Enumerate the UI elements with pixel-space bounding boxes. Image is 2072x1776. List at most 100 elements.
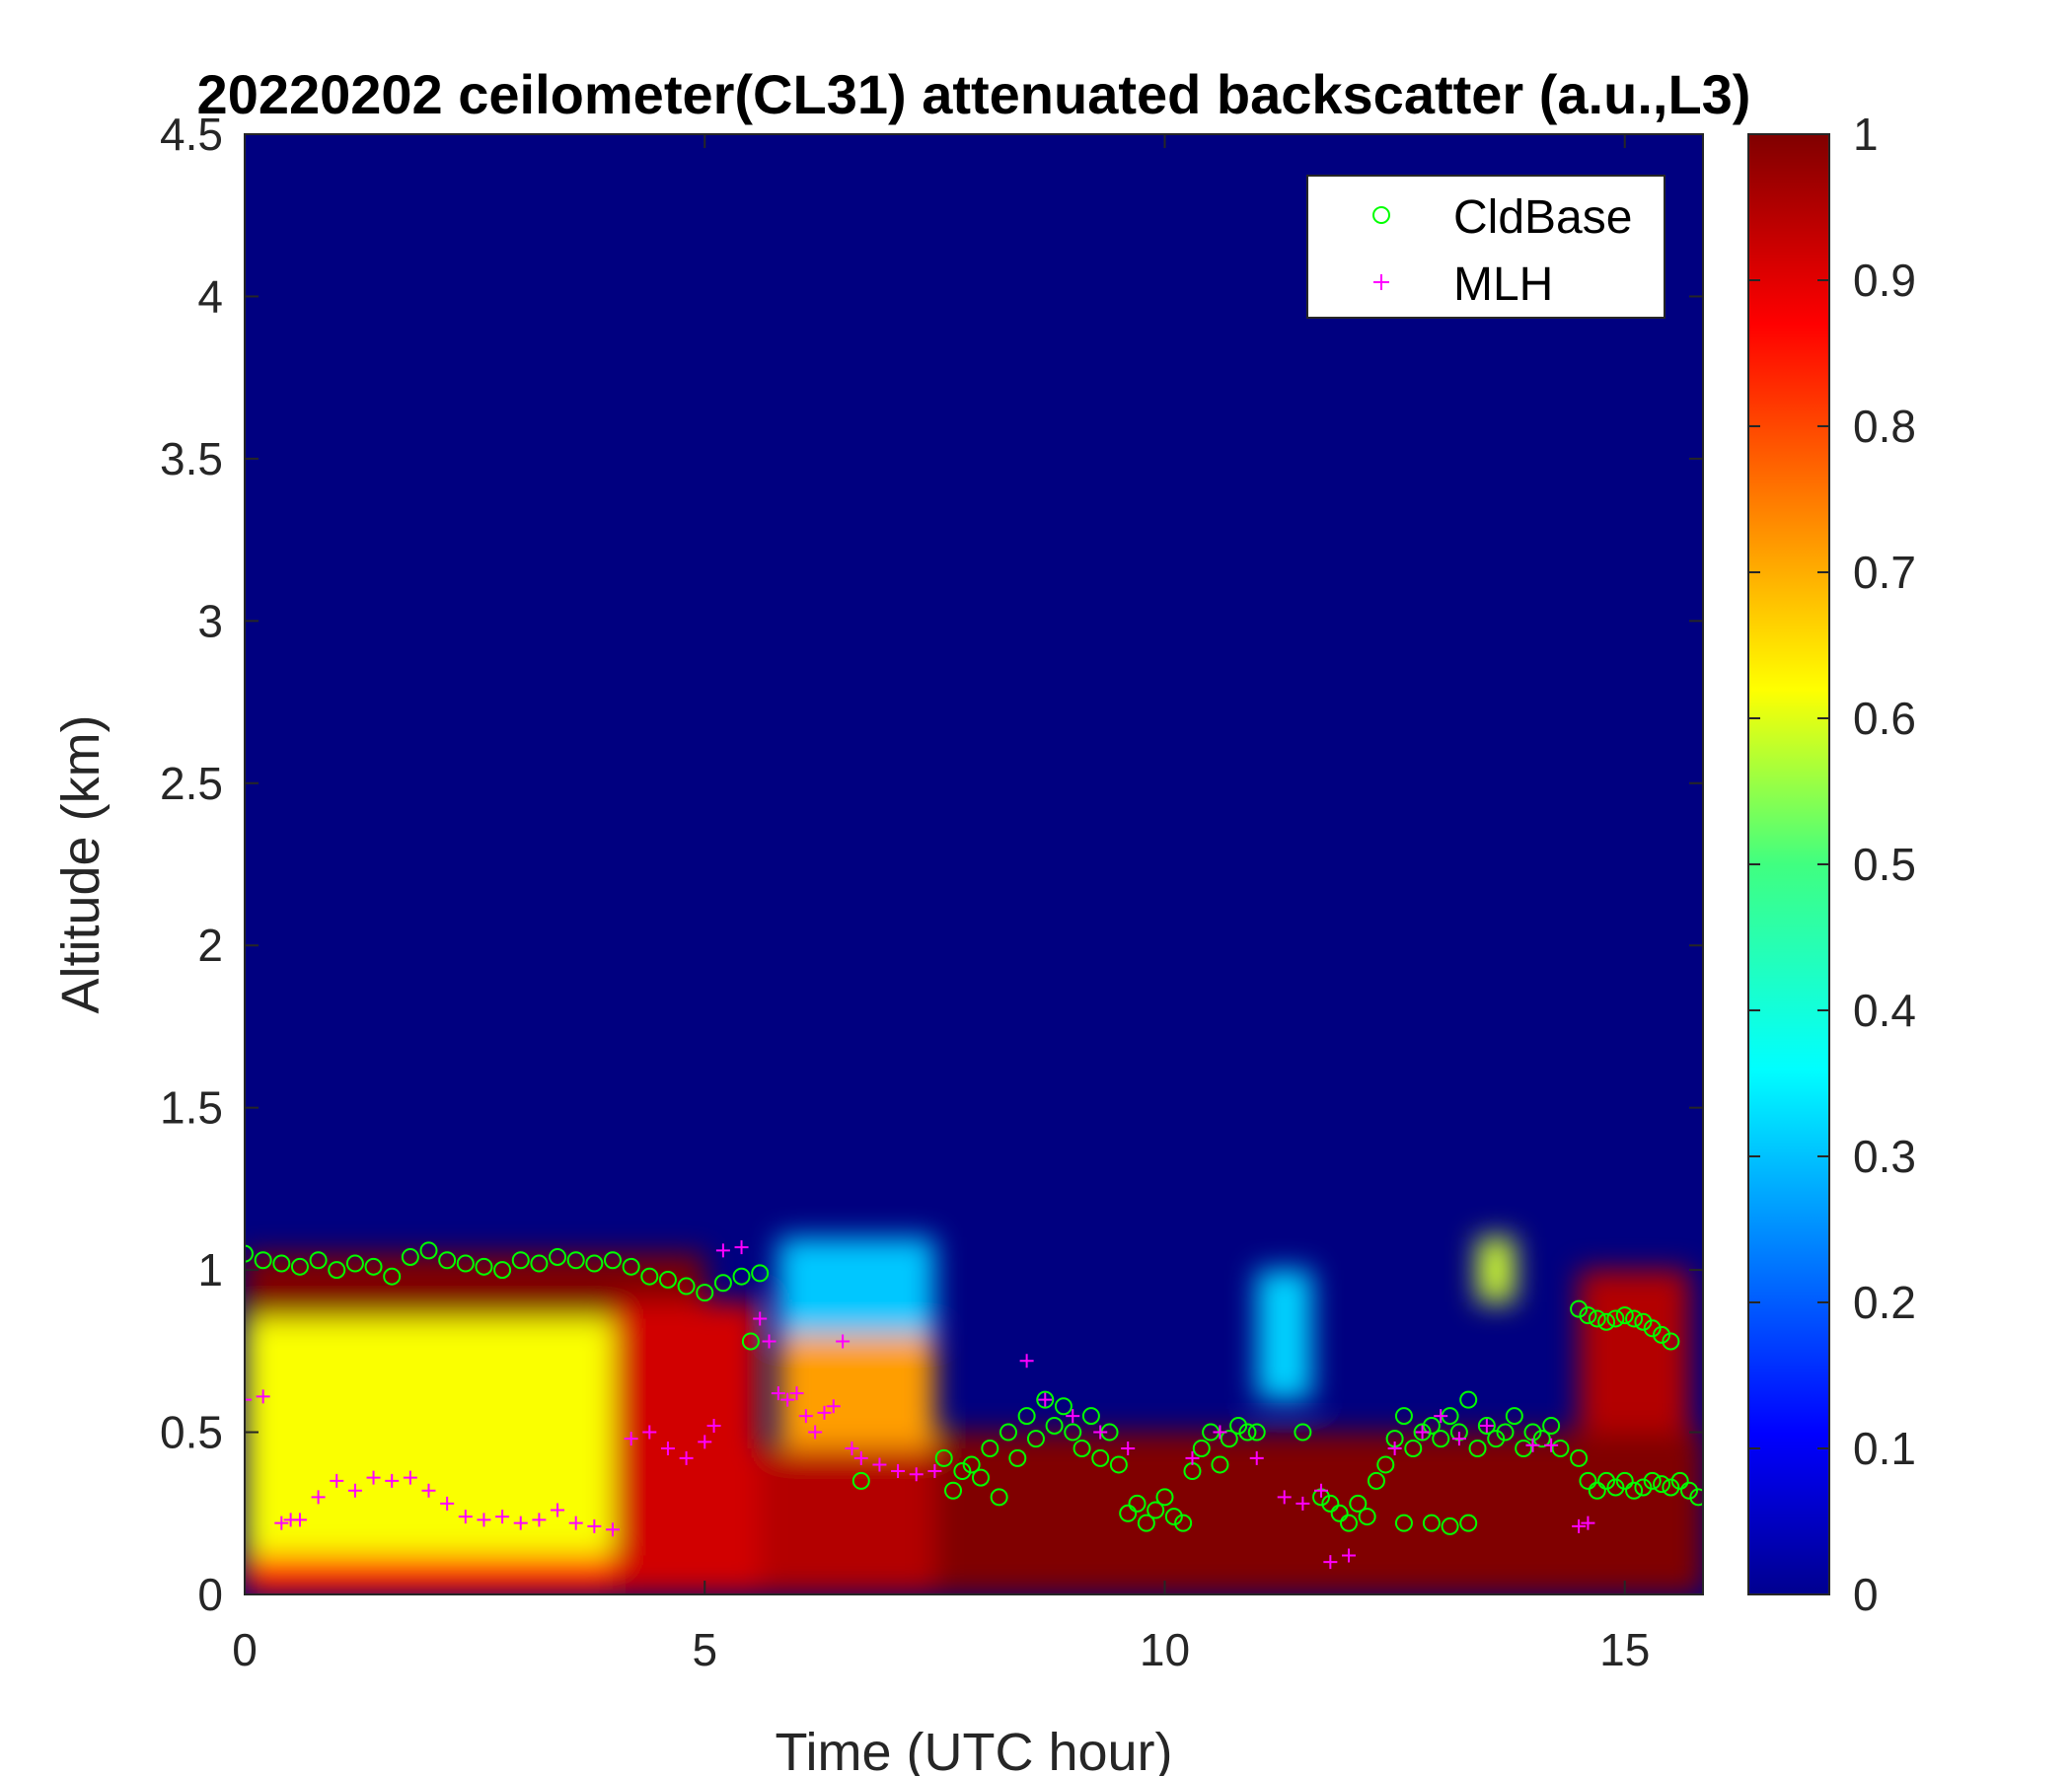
cldbase-point xyxy=(1220,1430,1238,1448)
cldbase-point xyxy=(383,1267,402,1286)
cldbase-point xyxy=(1606,1309,1625,1328)
chart-title: 20220202 ceilometer(CL31) attenuated bac… xyxy=(197,63,1751,125)
mlh-point xyxy=(660,1442,675,1455)
cldbase-point xyxy=(1404,1440,1423,1457)
cldbase-point xyxy=(1643,1471,1662,1490)
mlh-point xyxy=(330,1473,344,1488)
mlh-point xyxy=(1387,1442,1402,1455)
mlh-point xyxy=(1572,1518,1587,1533)
cldbase-point xyxy=(962,1455,981,1474)
mlh-point xyxy=(1249,1450,1264,1465)
plot-area xyxy=(244,133,1704,1595)
mlh-point xyxy=(927,1464,942,1479)
cldbase-point xyxy=(1026,1430,1045,1448)
field-region-4 xyxy=(760,1448,935,1594)
cldbase-point xyxy=(1459,1390,1478,1409)
cldbase-point xyxy=(713,1274,732,1293)
cldbase-point xyxy=(1367,1471,1385,1490)
cldbase-point xyxy=(1579,1306,1597,1325)
cldbase-point xyxy=(1147,1501,1165,1519)
cldbase-point xyxy=(1155,1488,1174,1507)
mlh-point xyxy=(1415,1425,1430,1440)
legend-label-cldbase: CldBase xyxy=(1453,191,1632,244)
x-tick-label: 0 xyxy=(232,1624,258,1675)
y-tick-label: 4 xyxy=(197,270,223,322)
cldbase-point xyxy=(1247,1423,1266,1442)
cldbase-point xyxy=(1036,1390,1055,1409)
mlh-point xyxy=(845,1442,859,1455)
mlh-point xyxy=(715,1243,730,1258)
mlh-point xyxy=(458,1510,473,1524)
mlh-point xyxy=(872,1457,887,1472)
cldbase-point xyxy=(1570,1299,1589,1318)
cldbase-point xyxy=(1542,1416,1561,1435)
cldbase-point xyxy=(456,1254,475,1273)
cldbase-point xyxy=(1597,1312,1616,1331)
mlh-point xyxy=(753,1311,768,1326)
cldbase-point xyxy=(1422,1416,1441,1435)
mlh-point xyxy=(808,1425,823,1440)
cldbase-point xyxy=(1330,1504,1349,1522)
mlh-point xyxy=(909,1467,924,1482)
colorbar: 0 0.1 0.2 0.3 0.4 0.5 0.6 0.7 0.8 0.9 1 xyxy=(1747,109,1916,1620)
cldbase-point xyxy=(1229,1416,1248,1435)
cldbase-point xyxy=(1054,1397,1073,1416)
x-tick-label: 15 xyxy=(1599,1624,1650,1675)
cldbase-point xyxy=(1211,1455,1229,1474)
series-mlh xyxy=(245,1240,1595,1570)
cldbase-point xyxy=(981,1440,999,1457)
field-region-6 xyxy=(777,1237,935,1335)
cldbase-point xyxy=(1017,1407,1036,1426)
cldbase-point xyxy=(1653,1325,1671,1344)
mlh-point xyxy=(311,1490,326,1505)
cldbase-point xyxy=(1349,1494,1368,1513)
mlh-point xyxy=(513,1516,528,1530)
cldbase-point xyxy=(851,1471,870,1490)
cldbase-point xyxy=(953,1462,972,1481)
cldbase-point xyxy=(1680,1481,1699,1500)
mlh-point xyxy=(1019,1354,1034,1369)
mlh-point xyxy=(256,1389,270,1404)
cldbase-point xyxy=(1505,1407,1523,1426)
cldbase-point xyxy=(309,1251,328,1270)
mlh-point xyxy=(771,1386,785,1401)
cldbase-point xyxy=(1045,1416,1064,1435)
cldbase-point xyxy=(1625,1481,1644,1500)
cldbase-point xyxy=(419,1241,438,1260)
cldbase-point xyxy=(1634,1312,1653,1331)
mlh-point xyxy=(1066,1409,1080,1424)
mlh-point xyxy=(421,1483,436,1498)
legend-marker-mlh xyxy=(1373,274,1389,290)
y-tick-label: 1.5 xyxy=(160,1082,223,1134)
x-axis-label: Time (UTC hour) xyxy=(775,1723,1172,1776)
cldbase-point xyxy=(1496,1423,1515,1442)
field-region-10 xyxy=(1579,1270,1690,1433)
field-region-7 xyxy=(934,1432,1703,1594)
mlh-point xyxy=(551,1503,565,1517)
backscatter-field xyxy=(245,1237,1703,1594)
mlh-point xyxy=(826,1399,841,1414)
mlh-point xyxy=(1038,1392,1053,1407)
colorbar-tick-label: 0.8 xyxy=(1853,401,1916,452)
cldbase-point xyxy=(751,1264,770,1283)
cldbase-point xyxy=(1321,1494,1340,1513)
mlh-point xyxy=(1213,1425,1227,1440)
mlh-point xyxy=(532,1513,547,1527)
mlh-point xyxy=(1121,1442,1136,1455)
mlh-point xyxy=(624,1432,638,1446)
mlh-point xyxy=(366,1470,381,1485)
mlh-point xyxy=(605,1522,620,1537)
cldbase-point xyxy=(493,1261,512,1280)
cldbase-point xyxy=(1625,1309,1644,1328)
cldbase-point xyxy=(1432,1430,1450,1448)
cldbase-point xyxy=(1615,1306,1634,1325)
cldbase-point xyxy=(1128,1494,1147,1513)
y-tick-label: 2 xyxy=(197,920,223,971)
colorbar-tick-label: 0.2 xyxy=(1853,1277,1916,1328)
mlh-point xyxy=(1341,1548,1356,1563)
cldbase-point xyxy=(741,1332,760,1351)
cldbase-point xyxy=(1192,1440,1211,1457)
cldbase-point xyxy=(1662,1478,1680,1497)
mlh-point xyxy=(780,1392,795,1407)
